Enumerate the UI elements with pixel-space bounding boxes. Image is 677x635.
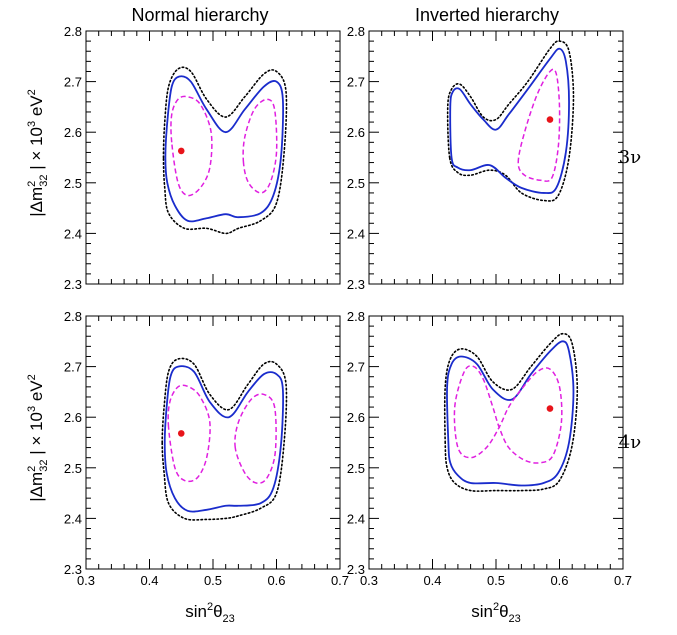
y-tick-label: 2.7 [347,360,365,375]
panel-nh-4nu: 2.3 2.4 2.5 2.6 2.7 2.8 0.3 0.4 0.5 0.6 0.7 [64,309,349,588]
contour-outer-dotted [161,357,288,521]
y-tick-label: 2.6 [347,125,365,140]
y-tick-label: 2.7 [347,75,365,90]
contour-inner-dashed-0 [517,68,561,182]
y-tick-label: 2.4 [347,226,365,241]
contour-outer-dotted [162,66,288,235]
x-tick-label: 0.3 [360,573,378,588]
y-tick-label: 2.6 [64,125,82,140]
x-tick-label: 0.4 [140,573,158,588]
y-tick-label: 2.8 [347,24,365,39]
contour-middle-solid [164,75,284,223]
y-tick-label: 2.8 [347,309,365,324]
x-tick-label: 0.7 [614,573,632,588]
y-tick-label: 2.3 [64,277,82,292]
contour-inner-dashed-1 [234,393,277,485]
x-axis-label-right: sin2θ23 [471,601,521,625]
y-axis-label-bottom: |Δm232 | × 103 eV2 [26,374,50,502]
y-tick-label: 2.8 [64,309,82,324]
x-tick-label: 0.3 [77,573,95,588]
x-tick-label: 0.7 [331,573,349,588]
contour-inner-dashed-0 [167,384,211,483]
row-label-3nu: 3ν [619,147,641,168]
panel-frame [368,30,624,285]
best-fit-point [546,405,554,412]
y-tick-label: 2.5 [347,176,365,191]
y-tick-label: 2.3 [347,277,365,292]
contour-inner-dashed-0 [453,365,563,464]
contour-inner-dashed-1 [242,98,278,194]
y-tick-label: 2.5 [64,176,82,191]
y-tick-label: 2.3 [64,562,82,577]
y-tick-label: 2.8 [64,24,82,39]
x-tick-label: 0.4 [423,573,441,588]
y-axis-label-top: |Δm232 | × 103 eV2 [26,89,50,217]
row-label-4nu: 4ν [619,432,641,453]
panel-frame [368,315,624,570]
y-tick-label: 2.4 [347,511,365,526]
y-tick-label: 2.6 [64,410,82,425]
contour-middle-solid [449,47,570,194]
y-tick-label: 2.5 [64,461,82,476]
contour-middle-solid [446,340,575,487]
panel-frame [85,315,341,570]
panel-ih-4nu: 2.3 2.4 2.5 2.6 2.7 2.8 0.3 0.4 0.5 0.6 0.7 [347,309,632,588]
panel-ih-3nu: 2.3 2.4 2.5 2.6 2.7 2.8 [347,24,624,292]
contour-inner-dashed-0 [170,95,213,197]
y-tick-label: 2.3 [347,562,365,577]
y-tick-label: 2.7 [64,75,82,90]
x-tick-label: 0.5 [204,573,222,588]
panel-frame [85,30,341,285]
x-tick-label: 0.6 [550,573,568,588]
y-tick-label: 2.4 [64,226,82,241]
col-title-normal: Normal hierarchy [131,5,268,25]
svg-text:|Δm232 | × 103 eV2: |Δm232 | × 103 eV2 [26,89,50,217]
best-fit-point [546,116,554,123]
y-tick-label: 2.5 [347,461,365,476]
col-title-inverted: Inverted hierarchy [415,5,559,25]
contour-middle-solid [163,365,284,513]
panel-nh-3nu: 2.3 2.4 2.5 2.6 2.7 2.8 [64,24,341,292]
x-axis-label-left: sin2θ23 [185,601,235,625]
best-fit-point [177,430,185,437]
y-tick-label: 2.7 [64,360,82,375]
y-tick-label: 2.4 [64,511,82,526]
y-tick-label: 2.6 [347,410,365,425]
x-tick-label: 0.6 [267,573,285,588]
best-fit-point [177,147,185,155]
x-tick-label: 0.5 [487,573,505,588]
svg-text:|Δm232 | × 103 eV2: |Δm232 | × 103 eV2 [26,374,50,502]
contour-outer-dotted [446,40,575,202]
panels-group: 2.32.42.52.62.72.82.32.42.52.62.72.82.32… [64,24,632,588]
contour-outer-dotted [443,332,579,492]
